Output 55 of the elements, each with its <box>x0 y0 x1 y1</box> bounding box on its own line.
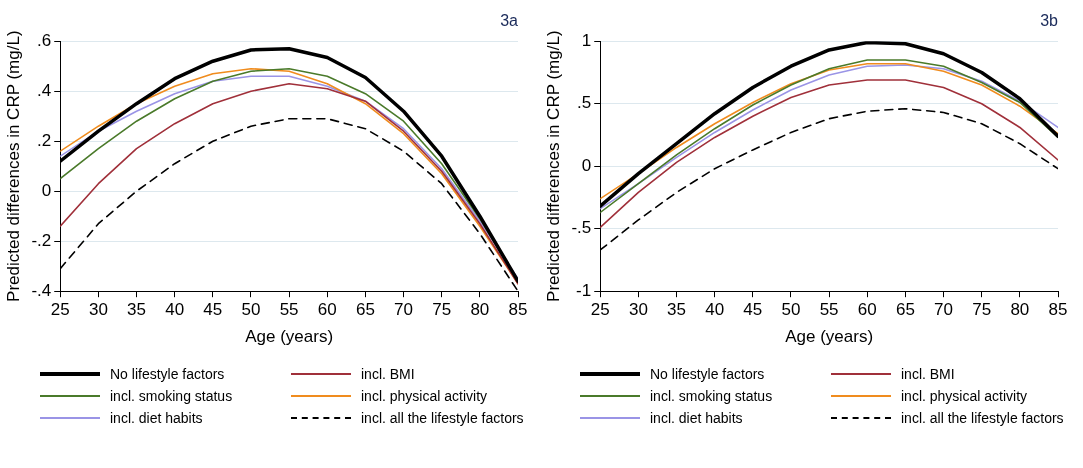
legend-label: incl. physical activity <box>901 388 1028 404</box>
x-tick-label: 75 <box>972 300 992 320</box>
legend-label: No lifestyle factors <box>110 366 225 382</box>
x-tick-label: 65 <box>895 300 915 320</box>
legend-label: incl. all the lifestyle factors <box>361 410 524 426</box>
x-tick-label: 35 <box>127 300 146 320</box>
x-tick-label: 45 <box>743 300 763 320</box>
x-tick-label: 30 <box>88 300 108 320</box>
x-tick-label: 25 <box>50 300 70 320</box>
legend-label: incl. BMI <box>361 366 415 382</box>
x-tick-label: 50 <box>241 300 261 320</box>
x-tick-label: 25 <box>590 300 610 320</box>
y-tick-label: .6 <box>37 30 52 50</box>
legend-label: incl. BMI <box>901 366 955 382</box>
y-tick-label: -.5 <box>571 218 592 238</box>
legend-label: incl. all the lifestyle factors <box>901 410 1064 426</box>
y-tick-label: -.2 <box>31 230 52 250</box>
y-tick-label: 0 <box>41 180 52 200</box>
x-tick-label: 55 <box>279 300 299 320</box>
chart-title: 3a <box>500 12 519 30</box>
x-tick-label: 70 <box>934 300 954 320</box>
y-axis-title: Predicted differences in CRP (mg/L) <box>3 30 23 302</box>
legend-label: incl. diet habits <box>110 410 203 426</box>
x-tick-label: 85 <box>508 300 528 320</box>
x-tick-label: 45 <box>203 300 223 320</box>
legend-label: No lifestyle factors <box>650 366 765 382</box>
x-tick-label: 60 <box>317 300 337 320</box>
y-tick-label: -1 <box>576 280 592 300</box>
y-tick-label: 1 <box>581 30 592 50</box>
y-tick-label: .4 <box>37 80 52 100</box>
x-axis-title: Age (years) <box>245 327 334 347</box>
x-axis-title: Age (years) <box>785 327 874 347</box>
x-tick-label: 30 <box>628 300 648 320</box>
x-tick-label: 60 <box>857 300 877 320</box>
x-tick-label: 85 <box>1048 300 1068 320</box>
legend-label: incl. smoking status <box>110 388 233 404</box>
y-tick-label: .2 <box>37 130 52 150</box>
x-tick-label: 55 <box>819 300 839 320</box>
y-tick-label: 0 <box>581 155 592 175</box>
legend-label: incl. smoking status <box>650 388 773 404</box>
y-tick-label: -.4 <box>31 280 52 300</box>
legend-label: incl. physical activity <box>361 388 488 404</box>
y-axis-title: Predicted differences in CRP (mg/L) <box>543 30 563 302</box>
legend-label: incl. diet habits <box>650 410 743 426</box>
x-tick-label: 75 <box>432 300 452 320</box>
y-tick-label: .5 <box>577 93 592 113</box>
x-tick-label: 40 <box>165 300 185 320</box>
x-tick-label: 65 <box>355 300 375 320</box>
chart-title: 3b <box>1040 12 1059 30</box>
x-tick-label: 80 <box>470 300 490 320</box>
x-tick-label: 70 <box>394 300 414 320</box>
x-tick-label: 40 <box>705 300 725 320</box>
x-tick-label: 35 <box>667 300 686 320</box>
x-tick-label: 80 <box>1010 300 1030 320</box>
x-tick-label: 50 <box>781 300 801 320</box>
